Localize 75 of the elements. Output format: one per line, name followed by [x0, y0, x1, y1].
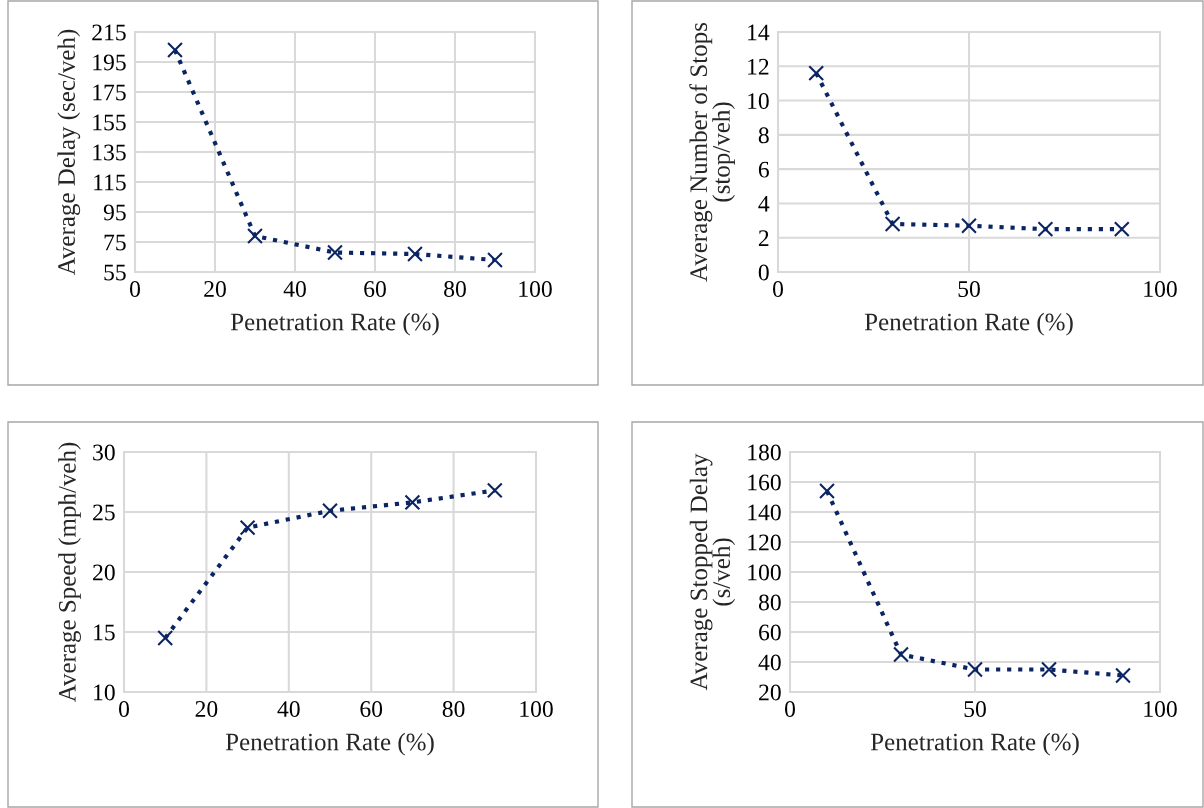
y-tick-label: 60 — [759, 624, 781, 641]
point — [327, 244, 343, 261]
y-tick-label: 140 — [748, 504, 781, 521]
y-axis-title: Average Stopped Delay (s/veh) — [689, 453, 736, 691]
y-tick-label: 80 — [758, 594, 781, 611]
x-tick-label: 80 — [444, 281, 466, 297]
y-tick-label: 100 — [748, 564, 781, 581]
x-axis-title: Penetration Rate (%) — [864, 312, 1073, 336]
y-tick-label: 10 — [748, 93, 769, 109]
y-tick-label: 195 — [93, 54, 126, 71]
x-tick-label: 100 — [520, 701, 553, 717]
y-tick-label: 40 — [758, 654, 781, 671]
y-tick-label: 0 — [758, 264, 769, 281]
point — [819, 483, 835, 499]
y-tick-label: 2 — [758, 230, 769, 246]
y-tick-label: 215 — [92, 24, 126, 41]
y-axis-title: Average Delay (sec/veh) — [57, 29, 81, 276]
y-tick-label: 135 — [93, 144, 126, 161]
y-axis-title: Average Number of Stops (stop/veh) — [689, 22, 735, 282]
point — [239, 519, 256, 536]
y-tick-label: 30 — [93, 444, 115, 461]
x-tick-label: 0 — [130, 281, 140, 297]
point — [884, 216, 901, 232]
x-tick-label: 20 — [204, 281, 226, 297]
y-tick-label: 95 — [103, 204, 126, 221]
point — [247, 228, 263, 244]
x-tick-label: 20 — [195, 701, 218, 717]
y-tick-label: 14 — [748, 24, 770, 41]
x-axis-title: Penetration Rate (%) — [870, 732, 1079, 756]
y-tick-label: 6 — [758, 161, 769, 178]
x-tick-label: 100 — [519, 281, 552, 297]
point — [407, 246, 423, 262]
point — [1113, 221, 1130, 238]
point — [486, 482, 503, 499]
x-tick-label: 60 — [364, 281, 386, 297]
point — [893, 646, 909, 663]
x-tick-label: 100 — [1144, 281, 1177, 297]
y-tick-label: 20 — [759, 684, 781, 701]
y-tick-label: 120 — [748, 534, 781, 551]
y-axis-title: Average Speed (mph/veh) — [58, 442, 81, 703]
point — [808, 65, 825, 82]
x-tick-label: 0 — [785, 701, 795, 717]
y-tick-label: 115 — [94, 174, 126, 191]
y-tick-label: 75 — [104, 234, 126, 251]
y-tick-label: 8 — [758, 127, 769, 144]
x-tick-label: 50 — [958, 281, 980, 297]
point — [1115, 667, 1131, 684]
y-tick-label: 4 — [758, 196, 770, 212]
point — [167, 42, 183, 58]
x-tick-label: 50 — [964, 701, 986, 717]
point — [487, 252, 503, 268]
y-tick-label: 180 — [748, 444, 781, 461]
point — [1041, 661, 1057, 678]
x-axis-title: Penetration Rate (%) — [225, 732, 434, 756]
y-tick-label: 160 — [748, 474, 781, 491]
x-tick-label: 40 — [277, 701, 300, 717]
x-tick-label: 60 — [360, 701, 383, 717]
point — [1037, 221, 1054, 238]
y-tick-label: 175 — [93, 84, 126, 101]
y-tick-label: 55 — [104, 264, 126, 281]
y-tick-label: 155 — [93, 114, 126, 131]
x-tick-label: 40 — [283, 281, 306, 297]
point — [961, 217, 977, 234]
point — [967, 661, 983, 678]
y-tick-label: 12 — [748, 58, 769, 75]
x-tick-label: 80 — [442, 701, 465, 717]
y-tick-label: 25 — [93, 504, 115, 521]
point — [404, 494, 421, 511]
x-tick-label: 100 — [1144, 701, 1177, 717]
y-tick-label: 15 — [94, 624, 115, 641]
point — [322, 502, 338, 519]
y-tick-label: 10 — [94, 684, 115, 701]
y-tick-label: 20 — [93, 564, 115, 581]
x-axis-title: Penetration Rate (%) — [230, 312, 439, 336]
point — [157, 630, 174, 646]
